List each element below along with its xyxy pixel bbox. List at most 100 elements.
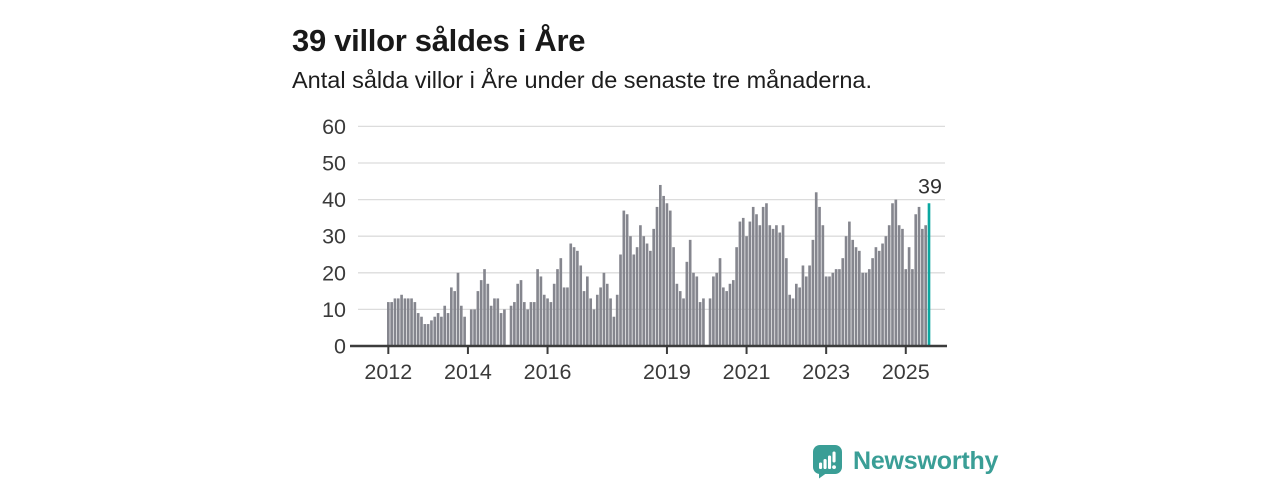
bar — [708, 298, 712, 346]
bar — [489, 305, 493, 346]
bar — [387, 302, 390, 346]
bar — [672, 247, 675, 346]
bar — [592, 309, 596, 346]
bar — [722, 287, 725, 346]
bar — [443, 305, 447, 346]
x-axis-label-2019: 2019 — [643, 360, 691, 384]
bar — [874, 247, 878, 346]
bar — [559, 258, 563, 346]
bar-chart-canvas: 0 10 20 30 40 50 60 2012 2014 2016 2019 2021 2023 202… — [322, 115, 947, 384]
bar — [539, 276, 543, 346]
x-axis-label-2021: 2021 — [723, 360, 771, 384]
bar — [861, 272, 864, 346]
bar — [675, 283, 679, 346]
bar — [788, 294, 792, 346]
bar — [523, 302, 526, 346]
bar — [848, 221, 851, 346]
bar — [917, 206, 921, 346]
bar — [655, 206, 659, 346]
bar — [536, 269, 539, 346]
bar — [572, 247, 576, 346]
bar — [513, 302, 516, 346]
bar — [665, 203, 669, 346]
bar — [778, 232, 782, 346]
bar-chart: 0 10 20 30 40 50 60 2012 2014 2016 2019 2021 2023 202… — [300, 105, 960, 397]
y-axis-label-20: 20 — [322, 261, 346, 285]
bar — [562, 287, 566, 346]
bar — [851, 239, 855, 346]
bar — [884, 236, 888, 346]
bar — [450, 287, 453, 346]
bar — [649, 250, 652, 346]
x-axis-label-2012: 2012 — [364, 360, 412, 384]
bar — [413, 302, 417, 346]
bar — [576, 250, 579, 346]
bar — [712, 276, 715, 346]
bar — [718, 258, 722, 346]
bar — [741, 217, 745, 346]
newsworthy-logo-icon — [813, 445, 842, 479]
bar — [818, 206, 821, 346]
bar — [854, 247, 858, 346]
bar — [662, 195, 665, 346]
bar — [775, 225, 778, 346]
bar — [702, 298, 705, 346]
x-axis-label-2016: 2016 — [524, 360, 572, 384]
bar — [516, 283, 520, 346]
y-axis-label-40: 40 — [322, 188, 346, 212]
brand-name: Newsworthy — [853, 447, 999, 475]
bar — [635, 247, 639, 346]
bar — [834, 269, 838, 346]
bar — [745, 236, 748, 346]
bar — [921, 228, 924, 346]
bar — [396, 298, 400, 346]
bar — [430, 320, 433, 346]
bar — [645, 243, 649, 346]
bar — [864, 272, 868, 346]
bar — [838, 269, 841, 346]
bar — [473, 309, 476, 346]
bar — [526, 309, 529, 346]
bar — [479, 280, 483, 346]
bar — [486, 283, 490, 346]
bar — [433, 316, 437, 346]
bar — [503, 309, 506, 346]
bar — [532, 302, 536, 346]
bar — [622, 210, 626, 346]
bar — [579, 265, 583, 346]
bar — [586, 276, 589, 346]
bar — [695, 276, 699, 346]
bar — [406, 298, 410, 346]
bar — [751, 206, 755, 346]
bar — [582, 291, 586, 346]
bar — [519, 280, 523, 346]
bar — [420, 316, 423, 346]
bar — [569, 243, 573, 346]
bar — [678, 291, 682, 346]
bar — [552, 283, 556, 346]
brand-footer: Newsworthy — [812, 444, 998, 479]
bar — [768, 225, 772, 346]
x-axis-label-2014: 2014 — [444, 360, 492, 384]
bar — [476, 291, 480, 346]
bar — [542, 294, 546, 346]
bar — [794, 283, 798, 346]
bar — [682, 298, 685, 346]
bar — [771, 228, 775, 346]
bar — [904, 269, 908, 346]
bar — [423, 324, 427, 346]
y-axis-label-60: 60 — [322, 115, 346, 139]
bar — [403, 298, 407, 346]
bar — [728, 283, 732, 346]
bar — [602, 272, 606, 346]
bar — [410, 298, 413, 346]
bar — [546, 298, 549, 346]
bar — [625, 214, 629, 346]
page-title: 39 villor såldes i Åre — [292, 22, 586, 58]
bar — [688, 239, 692, 346]
bar — [814, 192, 818, 346]
bar — [436, 313, 440, 346]
bar — [509, 305, 513, 346]
bar — [811, 239, 815, 346]
bar — [821, 225, 825, 346]
